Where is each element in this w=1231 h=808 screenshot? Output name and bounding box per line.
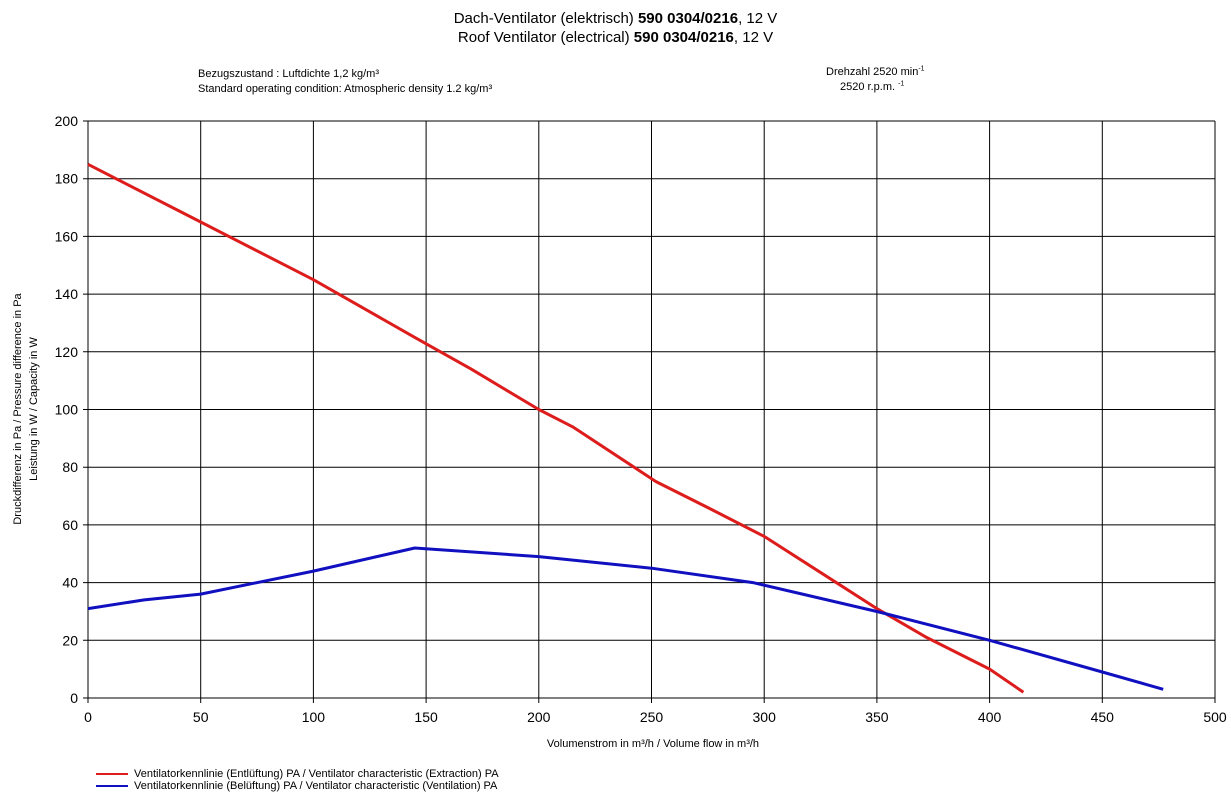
- x-tick-label: 400: [978, 709, 1002, 725]
- title-english-model: 590 0304/0216: [633, 29, 734, 46]
- legend-item-extraction: Ventilatorkennlinie (Entlüftung) PA / Ve…: [96, 768, 499, 780]
- x-tick-label: 100: [302, 709, 326, 725]
- x-tick-label: 200: [527, 709, 551, 725]
- title-german-suffix: , 12 V: [738, 10, 778, 27]
- y-tick-label: 140: [55, 286, 79, 302]
- y-tick-label: 180: [55, 171, 79, 187]
- title-english-suffix: , 12 V: [733, 29, 774, 46]
- speed-exponent-english: -1: [898, 80, 905, 88]
- series-lines: [87, 162, 1164, 694]
- grid: [83, 120, 1216, 703]
- y-tick-label: 40: [62, 575, 78, 591]
- series-line-ventilation: [87, 546, 1164, 691]
- speed-info: Drehzahl 2520 min-1 2520 r.p.m. -1: [826, 65, 925, 95]
- title-english-prefix: Roof Ventilator (electrical): [457, 29, 634, 46]
- y-tick-label: 80: [62, 459, 78, 475]
- speed-line-german: Drehzahl 2520 min-1: [826, 65, 925, 80]
- speed-text-english: 2520 r.p.m.: [840, 81, 899, 93]
- standard-condition: Bezugszustand : Luftdichte 1,2 kg/m³ Sta…: [198, 67, 492, 97]
- series-line-extraction: [87, 162, 1025, 694]
- legend-label-ventilation: Ventilatorkennlinie (Belüftung) PA / Ven…: [134, 779, 498, 792]
- x-tick-label: 250: [640, 709, 664, 725]
- x-tick-label: 500: [1203, 709, 1227, 725]
- x-tick-label: 50: [193, 709, 209, 725]
- y-tick-label: 60: [62, 517, 78, 533]
- speed-exponent-german: -1: [918, 65, 925, 73]
- legend-swatch-extraction: [96, 773, 128, 775]
- y-tick-label: 20: [62, 632, 78, 648]
- chart-title-english: Roof Ventilator (electrical) 590 0304/02…: [0, 28, 1231, 47]
- x-axis-label: Volumenstrom in m³/h / Volume flow in m³…: [547, 738, 759, 750]
- y-tick-label: 160: [55, 228, 79, 244]
- x-tick-label: 300: [753, 709, 777, 725]
- x-tick-label: 450: [1091, 709, 1115, 725]
- chart-title-german: Dach-Ventilator (elektrisch) 590 0304/02…: [0, 9, 1231, 28]
- legend: Ventilatorkennlinie (Entlüftung) PA / Ve…: [96, 768, 499, 792]
- legend-item-ventilation: Ventilatorkennlinie (Belüftung) PA / Ven…: [96, 780, 499, 792]
- x-tick-label: 350: [865, 709, 889, 725]
- speed-line-english: 2520 r.p.m. -1: [826, 80, 925, 95]
- x-tick-label: 150: [414, 709, 438, 725]
- y-tick-label: 100: [55, 402, 79, 418]
- y-tick-label: 200: [55, 113, 79, 129]
- y-tick-label: 120: [55, 344, 79, 360]
- condition-line-german: Bezugszustand : Luftdichte 1,2 kg/m³: [198, 68, 379, 80]
- y-tick-label: 0: [70, 690, 78, 706]
- y-axis-label-line1: Druckdifferenz in Pa / Pressure differen…: [12, 292, 24, 524]
- y-tick-labels: 0 20 40 60 80 100 120 140 160 180 200: [55, 113, 79, 706]
- condition-line-english: Standard operating condition: Atmospheri…: [198, 83, 493, 95]
- speed-text-german: Drehzahl 2520 min: [826, 66, 919, 78]
- title-german-prefix: Dach-Ventilator (elektrisch): [453, 10, 638, 27]
- title-german-model: 590 0304/0216: [637, 10, 739, 27]
- x-tick-labels: 0 50 100 150 200 250 300 350 400 450 500: [84, 709, 1227, 725]
- legend-swatch-ventilation: [96, 785, 128, 787]
- legend-label-extraction: Ventilatorkennlinie (Entlüftung) PA / Ve…: [134, 767, 499, 780]
- x-tick-label: 0: [84, 709, 92, 725]
- y-axis-label-line2: Leistung in W / Capacity in W: [28, 337, 40, 481]
